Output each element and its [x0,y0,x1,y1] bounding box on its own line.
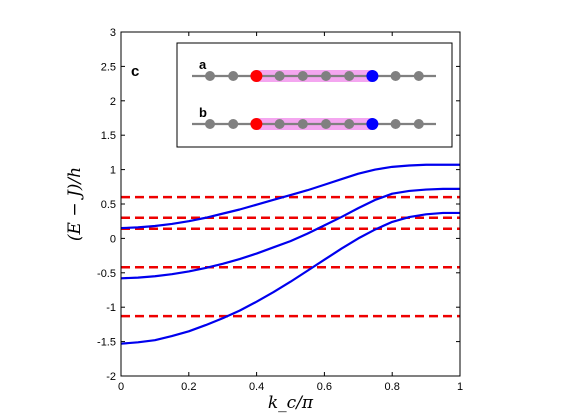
chain-site [205,71,215,81]
chain-row-a: a [192,57,436,82]
x-tick-label: 0.6 [317,381,332,393]
chain-row-label: a [199,57,207,72]
x-tick-label: 0.4 [249,381,264,393]
chain-site [228,119,239,129]
x-tick-label: 0 [118,381,124,393]
chain-site [274,119,285,129]
band-line-2 [120,187,460,280]
chain-site [297,119,308,129]
x-tick-label: 0.2 [181,381,196,393]
y-tick-label: -2 [106,371,116,383]
chain-site [344,119,355,129]
chain-site [321,119,331,129]
chain-site-blue [366,118,379,130]
chain-row-label: b [199,105,207,120]
panel-label: c [131,63,139,80]
inset: ab [176,42,453,148]
chain-site [274,71,285,81]
axes: 0 0.2 0.4 0.6 0.8 1 -2 -1.5 -1 -0.5 0 0.5 1 1.5 2 2.5 3 [97,27,463,393]
chain-site-red [250,118,263,130]
inset-box [176,42,453,148]
chain-site [321,71,331,81]
y-tick-label: 2 [110,96,116,108]
y-tick-label: 3 [110,27,116,39]
y-tick-label: 1.5 [101,130,116,142]
chain-site [390,71,401,81]
y-tick-label: 2.5 [101,61,116,73]
y-tick-label: -1 [106,302,116,314]
chain-site-red [250,70,263,82]
y-tick-label: -0.5 [97,268,116,280]
y-tick-label: 1 [110,165,116,177]
x-tick-label: 1 [457,381,463,393]
chain-site [413,119,424,129]
x-tick-label: 0.8 [385,381,400,393]
chain-site [228,71,239,81]
chain-site [205,119,215,129]
chain-site [390,119,401,129]
chain-site [297,71,308,81]
y-tick-label: 0.5 [101,199,116,211]
band-line-1 [120,211,460,345]
chain-row-b: b [192,105,436,130]
y-tick-label: 0 [110,233,116,245]
chain-site-blue [366,70,379,82]
chain-site [344,71,355,81]
y-axis-label: (E − J)/h [65,167,85,241]
y-tick-label: -1.5 [97,337,116,349]
chain-site [413,71,424,81]
x-axis-label: k_c/π [268,393,314,413]
band-line-3 [120,163,460,230]
